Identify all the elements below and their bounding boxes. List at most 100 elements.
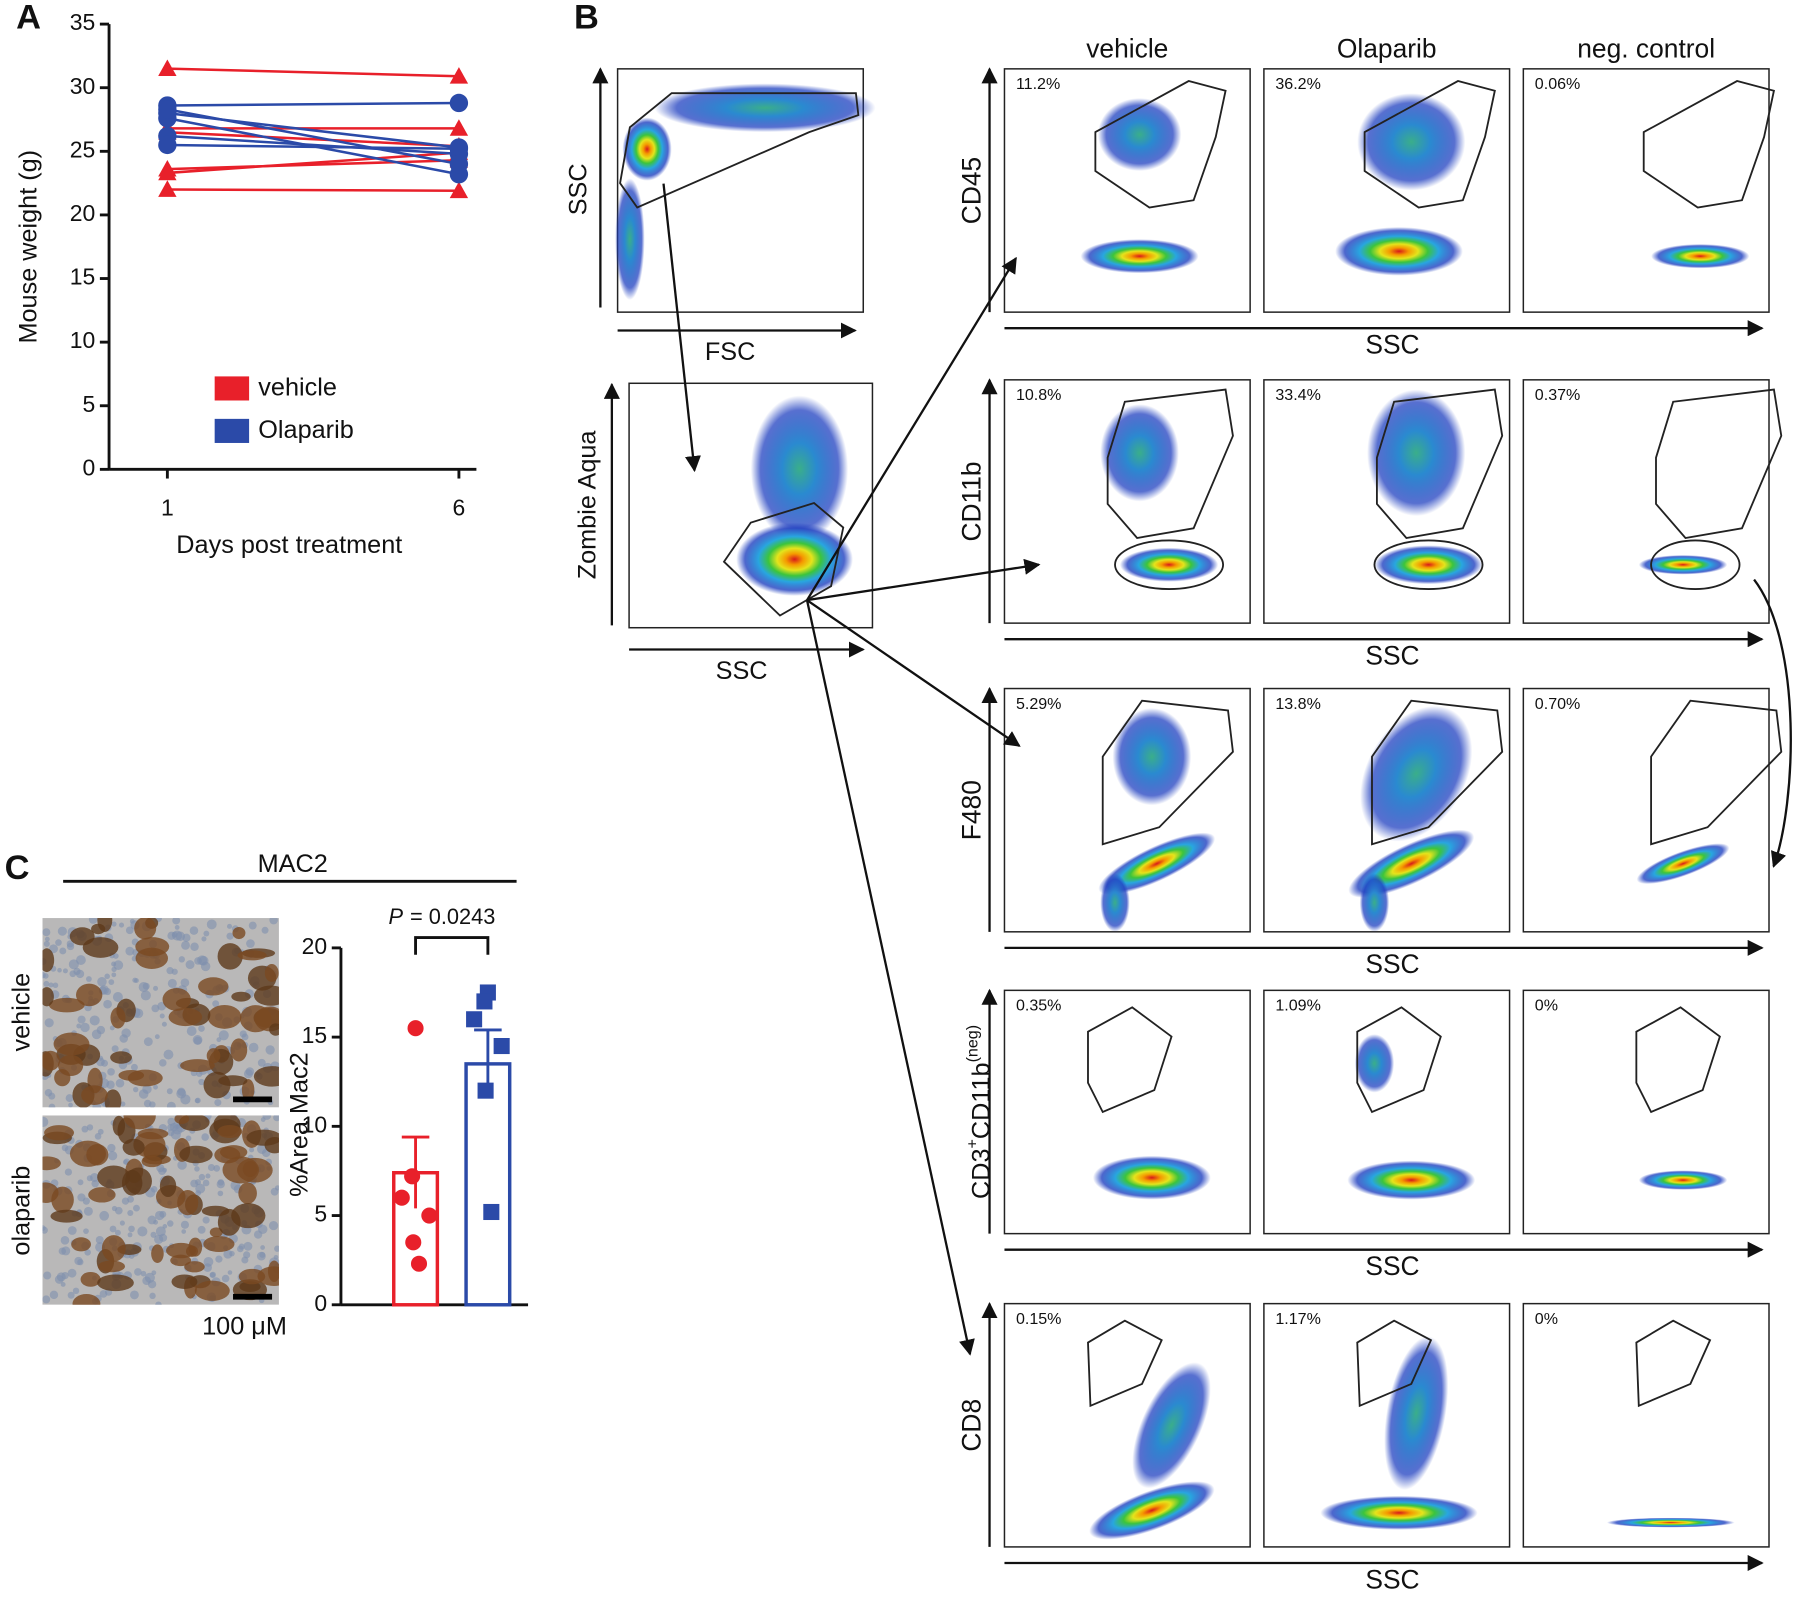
axis-label: F480 [956, 780, 986, 840]
nucleus [171, 931, 178, 938]
gate [1635, 1319, 1712, 1408]
gate [1356, 1006, 1442, 1114]
nucleus [107, 1143, 116, 1153]
density-blob [1651, 244, 1750, 269]
scale-label: 100 μM [202, 1312, 287, 1340]
nucleus [140, 990, 151, 1001]
nucleus [89, 1015, 100, 1026]
data-point [158, 180, 177, 197]
nucleus [82, 1197, 90, 1205]
data-point [158, 163, 177, 181]
data-point [466, 1011, 483, 1028]
gate-percentage: 36.2% [1275, 75, 1321, 93]
gate [1655, 388, 1783, 539]
stain [198, 977, 229, 996]
density-blob [1119, 547, 1219, 582]
plot-frame [1522, 687, 1770, 933]
label-part: (neg) [964, 1025, 982, 1062]
nucleus [54, 1275, 64, 1284]
nucleus [269, 918, 278, 925]
nucleus [166, 1088, 173, 1095]
nucleus [60, 1281, 66, 1287]
stain [48, 997, 85, 1013]
nucleus [96, 1025, 106, 1035]
nucleus [197, 955, 208, 966]
panel-label: C [5, 849, 30, 887]
nucleus [147, 1215, 157, 1225]
nucleus [86, 1175, 93, 1182]
y-tick-label: 30 [70, 73, 96, 99]
nucleus [212, 1000, 220, 1008]
gate-percentage: 11.2% [1016, 75, 1060, 93]
density-blob [1638, 555, 1728, 575]
nucleus [127, 1210, 134, 1217]
stain [101, 1235, 126, 1262]
nucleus [80, 1022, 90, 1033]
gate [1106, 388, 1234, 539]
nucleus [86, 1124, 94, 1131]
plot-frame [1522, 379, 1770, 624]
nucleus [153, 1084, 158, 1090]
gate-percentage: 5.29% [1016, 695, 1062, 713]
nucleus [111, 921, 117, 927]
nucleus [77, 1015, 86, 1024]
nucleus [189, 926, 199, 935]
nucleus [125, 926, 134, 935]
gate-percentage: 1.09% [1275, 997, 1321, 1015]
nucleus [218, 1030, 229, 1041]
data-point [483, 1203, 500, 1221]
p-label: P [389, 904, 404, 929]
stain-label: MAC2 [258, 850, 328, 878]
nucleus [243, 1251, 251, 1259]
density-blob [1320, 1495, 1478, 1530]
nucleus [226, 923, 233, 929]
nucleus [113, 960, 124, 971]
nucleus [221, 1274, 230, 1283]
gate-percentage: 13.8% [1275, 695, 1321, 713]
legend-swatch [214, 376, 250, 401]
nucleus [76, 955, 86, 965]
data-point [158, 59, 177, 76]
nucleus [64, 1168, 73, 1176]
nucleus [217, 1190, 224, 1197]
nucleus [180, 978, 190, 988]
axis-label: SSC [1365, 949, 1419, 979]
plot-frame [1522, 989, 1770, 1235]
density-blob [1359, 873, 1390, 932]
nucleus [67, 1268, 77, 1278]
nucleus [48, 982, 54, 988]
image-label: olaparib [8, 1166, 36, 1256]
data-point [158, 135, 177, 155]
nucleus [132, 977, 138, 983]
nucleus [150, 1185, 158, 1193]
nucleus [109, 1025, 115, 1031]
data-point [393, 1189, 410, 1206]
nucleus [197, 1225, 206, 1234]
stain [177, 1190, 199, 1216]
nucleus [109, 1225, 117, 1233]
nucleus [59, 947, 67, 955]
gate [1371, 699, 1504, 846]
y-tick-label: 0 [83, 454, 96, 480]
nucleus [205, 1173, 211, 1179]
density-blob [1347, 1160, 1476, 1200]
density [1335, 93, 1466, 276]
nucleus [185, 1135, 192, 1142]
nucleus [65, 1094, 74, 1103]
stain [206, 1048, 221, 1064]
axis-label: SSC [716, 657, 768, 685]
nucleus [104, 973, 110, 980]
nucleus [94, 1133, 102, 1140]
nucleus [209, 1272, 216, 1278]
image-label: vehicle [8, 973, 36, 1052]
x-tick-label: 6 [453, 495, 466, 521]
column-header: neg. control [1577, 33, 1715, 63]
nucleus [97, 976, 107, 987]
stain [42, 987, 54, 1007]
stain [57, 1054, 84, 1077]
stain [72, 1293, 101, 1305]
gate-percentage: 0.15% [1016, 1310, 1062, 1328]
nucleus [114, 1229, 121, 1236]
nucleus [142, 1084, 152, 1094]
axis-label: CD8 [956, 1399, 986, 1452]
